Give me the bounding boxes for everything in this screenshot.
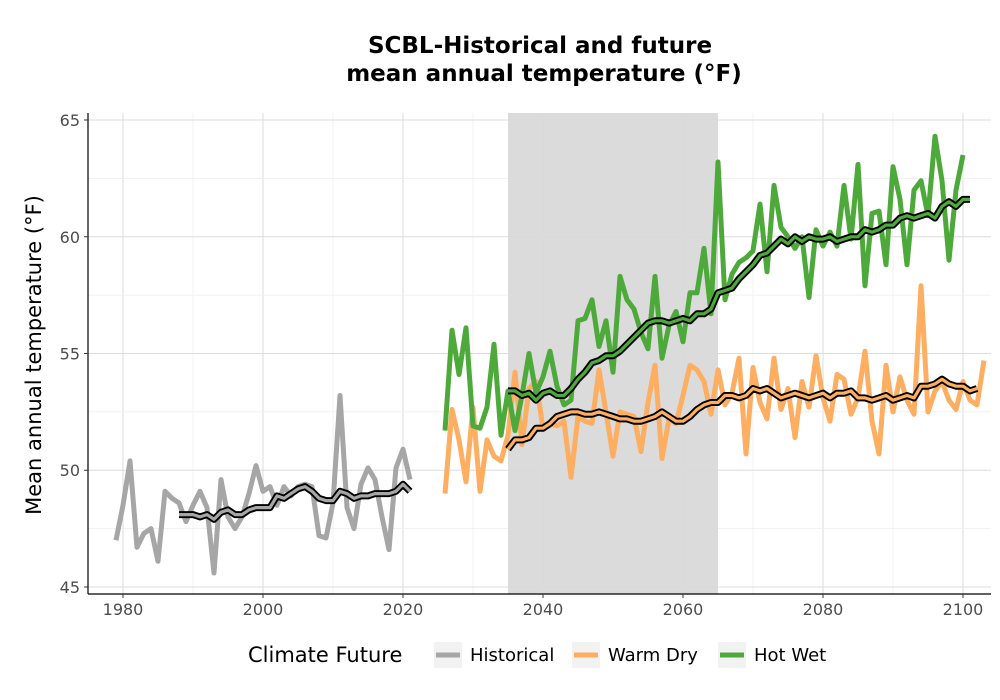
y-tick-label: 55 [60, 345, 80, 364]
series-line-hot-wet [442, 133, 966, 438]
legend: Climate Future Historical Warm Dry Hot Wet [248, 642, 826, 668]
trend-line-hot-wet [508, 197, 970, 402]
y-axis-title: Mean annual temperature (°F) [22, 195, 46, 515]
trend-line-warm-dry [506, 377, 978, 451]
legend-title: Climate Future [248, 643, 402, 667]
x-axis-ticks: 1980 2000 2020 2040 2060 2080 2100 [103, 594, 984, 619]
legend-label-historical: Historical [470, 645, 554, 666]
x-tick-label: 2080 [803, 600, 844, 619]
legend-items: Historical Warm Dry Hot Wet [434, 642, 826, 668]
y-tick-label: 45 [60, 578, 80, 597]
y-tick-label: 65 [60, 111, 80, 130]
x-tick-label: 2000 [243, 600, 284, 619]
legend-label-warm-dry: Warm Dry [608, 645, 698, 666]
y-tick-label: 60 [60, 228, 80, 247]
trend-line-historical [179, 482, 412, 521]
chart-title-line-2: mean annual temperature (°F) [346, 61, 742, 87]
y-tick-label: 50 [60, 461, 80, 480]
plot-area [87, 113, 991, 595]
legend-label-hot-wet: Hot Wet [754, 645, 826, 666]
series-line-historical [113, 393, 413, 576]
series-layer [113, 133, 987, 576]
x-tick-label: 2020 [383, 600, 424, 619]
x-tick-label: 1980 [103, 600, 144, 619]
x-tick-label: 2100 [943, 600, 984, 619]
y-axis-ticks: 45 50 55 60 65 [60, 111, 88, 597]
chart-title-line-1: SCBL-Historical and future [368, 33, 712, 59]
x-tick-label: 2060 [663, 600, 704, 619]
x-tick-label: 2040 [523, 600, 564, 619]
